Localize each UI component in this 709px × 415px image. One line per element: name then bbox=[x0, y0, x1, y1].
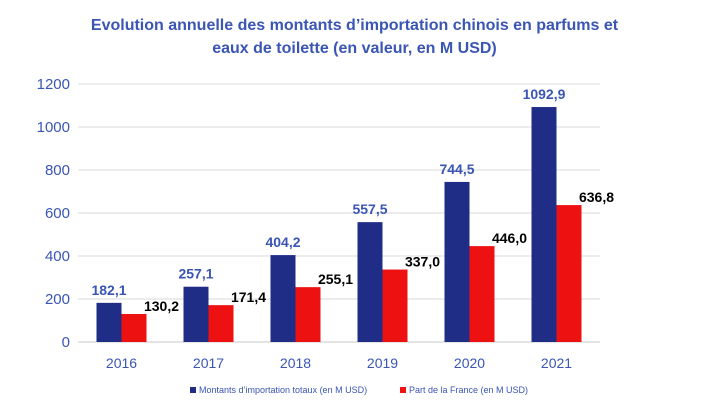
bar-total-2017 bbox=[183, 286, 209, 342]
y-tick-label: 1000 bbox=[37, 119, 70, 136]
data-label: 130,2 bbox=[144, 298, 179, 314]
data-label: 255,1 bbox=[318, 271, 353, 287]
data-label: 337,0 bbox=[405, 254, 440, 270]
x-tick-label: 2021 bbox=[541, 355, 572, 371]
bar-total-2021 bbox=[531, 107, 557, 343]
data-label: 257,1 bbox=[178, 266, 213, 282]
x-tick-label: 2017 bbox=[193, 355, 224, 371]
chart-title: Evolution annuelle des montants d’import… bbox=[0, 14, 709, 60]
y-tick-label: 1200 bbox=[37, 76, 70, 93]
data-label: 557,5 bbox=[352, 201, 387, 217]
legend-swatch-total bbox=[190, 387, 196, 393]
data-label: 446,0 bbox=[492, 230, 527, 246]
y-tick-label: 400 bbox=[45, 248, 70, 265]
y-tick-label: 200 bbox=[45, 291, 70, 308]
bar-france-2020 bbox=[469, 246, 495, 342]
x-tick-label: 2018 bbox=[280, 355, 311, 371]
bar-france-2017 bbox=[208, 305, 234, 342]
x-tick-label: 2019 bbox=[367, 355, 398, 371]
legend-label-france: Part de la France (en M USD) bbox=[409, 385, 528, 395]
y-tick-label: 600 bbox=[45, 205, 70, 222]
legend-label-total: Montants d’importation totaux (en M USD) bbox=[199, 385, 367, 395]
data-label: 636,8 bbox=[579, 189, 614, 205]
bar-france-2016 bbox=[121, 314, 147, 342]
x-tick-label: 2016 bbox=[106, 355, 137, 371]
legend-swatch-france bbox=[400, 387, 406, 393]
bar-total-2020 bbox=[444, 181, 470, 342]
bar-total-2016 bbox=[96, 302, 122, 342]
bar-france-2018 bbox=[295, 287, 321, 342]
y-tick-label: 800 bbox=[45, 162, 70, 179]
y-tick-label: 0 bbox=[62, 334, 70, 351]
data-label: 744,5 bbox=[439, 161, 474, 177]
data-label: 171,4 bbox=[231, 289, 266, 305]
x-tick-label: 2020 bbox=[454, 355, 485, 371]
data-label: 1092,9 bbox=[523, 86, 566, 102]
chart-title-line-1: Evolution annuelle des montants d’import… bbox=[90, 17, 619, 34]
data-label: 404,2 bbox=[265, 234, 300, 250]
bar-total-2018 bbox=[270, 255, 296, 342]
bar-total-2019 bbox=[357, 222, 383, 342]
bar-france-2021 bbox=[556, 205, 582, 342]
bar-france-2019 bbox=[382, 269, 408, 342]
data-label: 182,1 bbox=[91, 282, 126, 298]
chart-title-line-2: eaux de toilette (en valeur, en M USD) bbox=[212, 40, 497, 57]
